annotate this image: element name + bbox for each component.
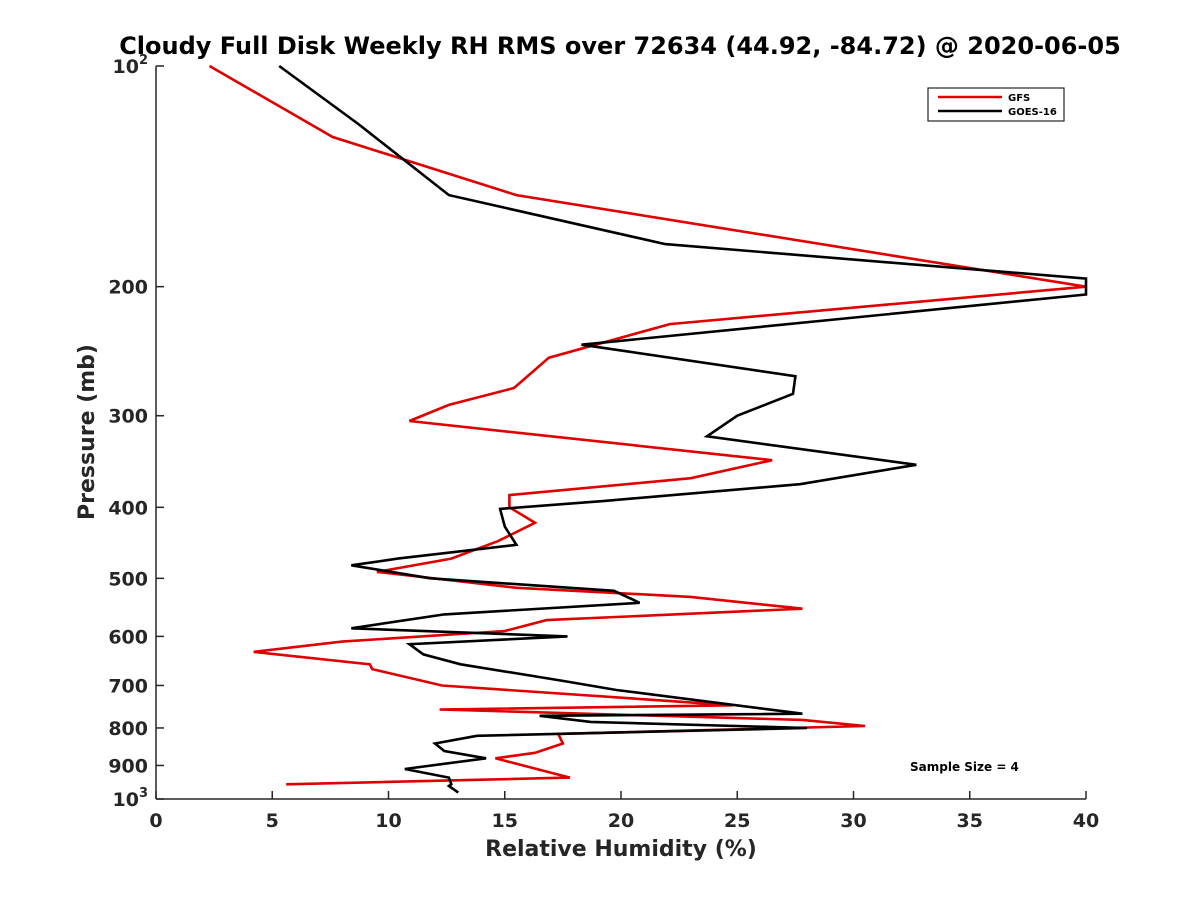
y-axis-label: Pressure (mb): [75, 344, 100, 520]
legend-box: [927, 87, 1065, 122]
y-tick-label: 800: [108, 718, 148, 740]
y-tick-label: 500: [108, 568, 148, 590]
x-tick-label: 25: [724, 810, 750, 832]
y-ticks: 102 200 300 400 500 600 700 800 900 103: [108, 53, 164, 811]
y-tick-label: 300: [108, 406, 148, 428]
x-tick-label: 5: [266, 810, 279, 832]
x-ticks: 0 5 10 15 20 25 30 35 40: [149, 791, 1099, 832]
x-tick-label: 0: [149, 810, 162, 832]
legend: GFS GOES-16: [927, 87, 1065, 122]
y-tick-label: 102: [113, 53, 149, 78]
legend-label-goes16: GOES-16: [1008, 107, 1057, 118]
y-tick-label: 900: [108, 755, 148, 777]
x-tick-label: 30: [840, 810, 866, 832]
y-tick-label: 103: [113, 786, 149, 811]
x-axis-label: Relative Humidity (%): [485, 837, 757, 862]
series-layer: [208, 64, 1088, 794]
x-tick-label: 40: [1073, 810, 1099, 832]
series-line-goes16: [278, 64, 1088, 794]
plot-area: 0 5 10 15 20 25 30 35 40 102 200 300 400 500 600 700 80…: [108, 53, 1099, 832]
chart-title: Cloudy Full Disk Weekly RH RMS over 7263…: [119, 32, 1121, 60]
legend-label-gfs: GFS: [1008, 93, 1030, 104]
y-tick-label: 400: [108, 497, 148, 519]
series-line-gfs: [208, 64, 1087, 786]
x-tick-label: 20: [608, 810, 634, 832]
y-tick-label: 700: [108, 675, 148, 697]
x-tick-label: 15: [492, 810, 518, 832]
x-tick-label: 35: [957, 810, 983, 832]
x-tick-label: 10: [375, 810, 401, 832]
y-tick-label: 600: [108, 626, 148, 648]
y-tick-label: 200: [108, 277, 148, 299]
sample-size-annotation: Sample Size = 4: [910, 760, 1019, 774]
